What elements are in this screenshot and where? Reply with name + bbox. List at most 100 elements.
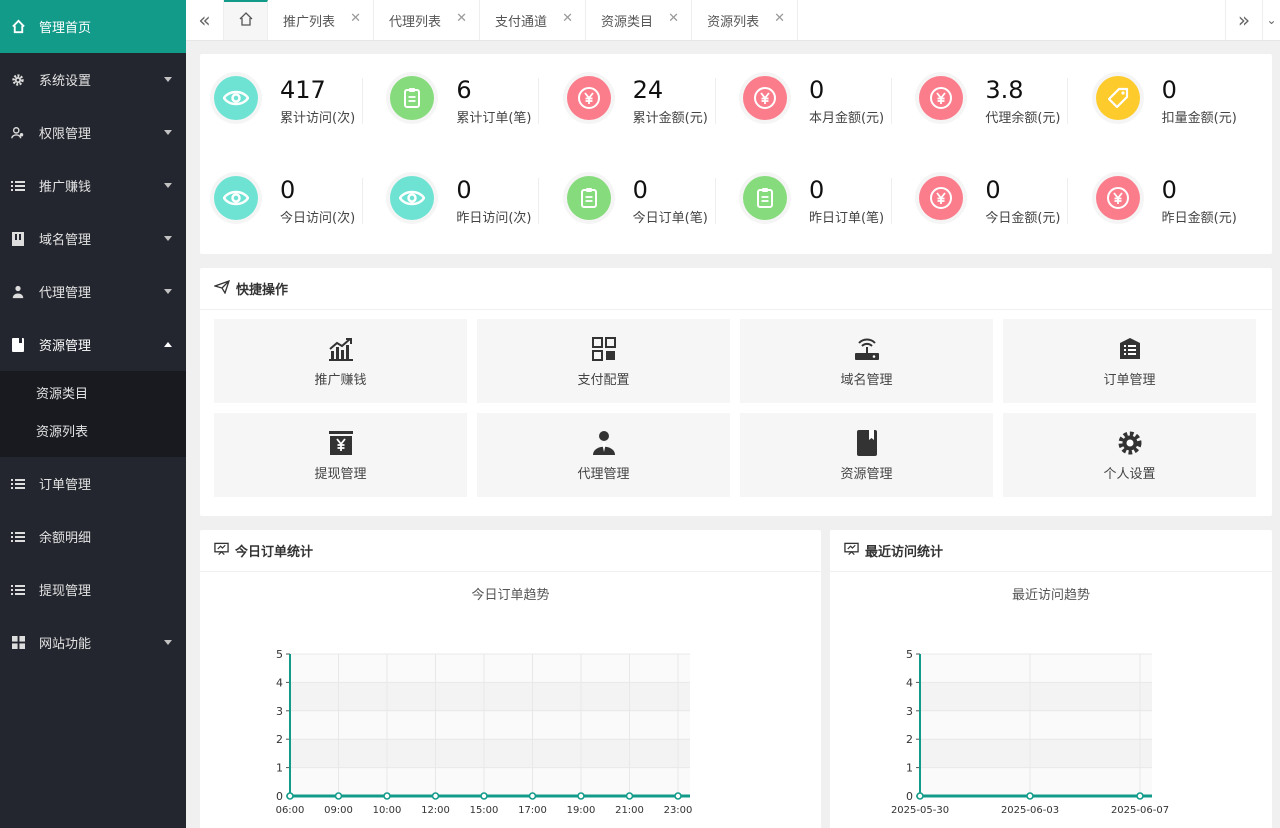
sidebar-item-label: 权限管理	[39, 127, 92, 142]
stat-value: 0	[456, 176, 472, 204]
stat-card: 24 累计金额(元)	[566, 76, 743, 176]
stat-label: 今日访问(次)	[280, 211, 356, 226]
quick-action-button[interactable]: 提现管理	[214, 413, 467, 497]
sidebar-item-resources[interactable]: 资源管理	[0, 318, 186, 371]
person-icon	[592, 429, 616, 457]
quick-action-button[interactable]: 支付配置	[477, 319, 730, 403]
stat-value: 0	[808, 176, 825, 204]
stat-label: 累计订单(笔)	[456, 111, 532, 126]
yen-icon	[919, 176, 964, 220]
home-icon	[238, 11, 254, 31]
stats-row-2: 0 今日访问(次) 0 昨日访问(次) 0 今日订单(笔) 0 昨日订单(笔) 0 今日金额(元)…	[214, 176, 1272, 276]
sidebar-item-agents[interactable]: 代理管理	[0, 265, 186, 318]
stat-text: 0 昨日订单(笔)	[809, 176, 884, 226]
data-point	[1026, 792, 1034, 800]
visits-trend-chart: 0 1 2 3 4 5 2025-05-30 2025-06-03 2025-06-07	[891, 648, 1169, 816]
sidebar-item-orders[interactable]: 订单管理	[0, 457, 186, 510]
sidebar-item-label: 代理管理	[39, 286, 92, 301]
sidebar-item-permissions[interactable]: 权限管理	[0, 106, 186, 159]
stat-text: 417 累计访问(次)	[280, 76, 355, 126]
x-tick-label: 09:00	[324, 805, 353, 816]
agent-icon	[10, 284, 26, 300]
quick-action-label: 域名管理	[840, 372, 893, 388]
tabs-scroll-left-button[interactable]: «	[186, 0, 224, 40]
sidebar-item-withdraw[interactable]: 提现管理	[0, 563, 186, 616]
users-icon	[10, 125, 26, 141]
list-icon	[10, 476, 26, 492]
quick-action-button[interactable]: 推广赚钱	[214, 319, 467, 403]
quick-actions-title: 快捷操作	[236, 283, 289, 298]
stat-text: 0 昨日金额(元)	[1162, 176, 1237, 226]
yen-icon	[566, 76, 611, 120]
x-tick-label: 2025-06-07	[1111, 805, 1169, 816]
grid-band	[290, 767, 690, 796]
stat-label: 扣量金额(元)	[1161, 111, 1237, 126]
sidebar-item-site-functions[interactable]: 网站功能	[0, 616, 186, 669]
stat-card: 0 扣量金额(元)	[1095, 76, 1272, 176]
sidebar-item-domains[interactable]: 域名管理	[0, 212, 186, 265]
x-tick-label: 23:00	[664, 805, 693, 816]
tab-promotion-list[interactable]: 推广列表 ✕	[268, 0, 375, 40]
y-tick-label: 2	[906, 733, 913, 746]
close-icon[interactable]: ✕	[668, 11, 680, 26]
tab-agent-list[interactable]: 代理列表 ✕	[374, 0, 481, 40]
orders-trend-chart: 0 1 2 3 4 5 06:00 09:00 10:00 12:00 15:00 17:00 19:0…	[276, 648, 693, 816]
sidebar-item-balance[interactable]: 余额明细	[0, 510, 186, 563]
chart-up-icon	[328, 335, 354, 363]
stat-value: 6	[456, 76, 472, 104]
close-icon[interactable]: ✕	[562, 11, 574, 26]
quick-actions-header: 快捷操作	[200, 268, 1272, 310]
tag-icon	[1095, 76, 1140, 120]
stat-card: 0 本月金额(元)	[742, 76, 919, 176]
tab-resource-category[interactable]: 资源类目 ✕	[586, 0, 693, 40]
tab-home[interactable]	[224, 0, 268, 40]
sidebar-subnav: 资源类目 资源列表	[0, 371, 186, 457]
y-tick-label: 1	[906, 762, 913, 775]
stat-text: 24 累计金额(元)	[633, 76, 708, 126]
tab-payment-channel[interactable]: 支付通道 ✕	[480, 0, 587, 40]
chevron-down-icon	[164, 236, 172, 241]
yen-icon	[919, 76, 964, 120]
close-icon[interactable]: ✕	[774, 11, 786, 26]
yen-icon	[1095, 176, 1140, 220]
quick-action-button[interactable]: 代理管理	[477, 413, 730, 497]
y-tick-label: 3	[276, 705, 283, 718]
quick-action-label: 个人设置	[1103, 466, 1156, 482]
sidebar-item-home[interactable]: 管理首页	[0, 0, 186, 53]
sidebar-item-system-settings[interactable]: 系统设置	[0, 53, 186, 106]
x-tick-label: 19:00	[567, 805, 596, 816]
tab-resource-list[interactable]: 资源列表 ✕	[692, 0, 799, 40]
list-icon	[10, 178, 26, 194]
sidebar-item-label: 系统设置	[39, 74, 92, 89]
tabs-menu-button[interactable]: ⌄	[1266, 13, 1277, 27]
chart-title: 今日订单趋势	[471, 588, 550, 603]
gear-icon	[1117, 429, 1143, 457]
grid-band	[920, 654, 1152, 683]
tabs-scroll-right-button[interactable]: »	[1225, 0, 1263, 40]
sidebar-item-label: 管理首页	[39, 21, 92, 36]
quick-action-button[interactable]: 个人设置	[1003, 413, 1256, 497]
presentation-icon	[844, 542, 865, 560]
data-point	[674, 792, 682, 800]
close-icon[interactable]: ✕	[350, 11, 362, 26]
stat-text: 6 累计订单(笔)	[456, 76, 531, 126]
clipboard-icon	[566, 176, 611, 220]
quick-action-button[interactable]: 订单管理	[1003, 319, 1256, 403]
home-icon	[10, 19, 26, 35]
eye-icon	[214, 76, 258, 120]
quick-action-button[interactable]: 资源管理	[740, 413, 993, 497]
stat-label: 今日订单(笔)	[632, 211, 708, 226]
sidebar-item-label: 推广赚钱	[39, 180, 92, 195]
close-icon[interactable]: ✕	[456, 11, 468, 26]
quick-action-button[interactable]: 域名管理	[740, 319, 993, 403]
data-point	[528, 792, 537, 800]
sidebar-item-promotion[interactable]: 推广赚钱	[0, 159, 186, 212]
quick-action-label: 推广赚钱	[314, 372, 367, 388]
grid-band	[290, 739, 690, 768]
y-tick-label: 2	[276, 733, 283, 746]
sidebar-subitem-resource-category[interactable]: 资源类目	[36, 387, 89, 402]
grid-band	[920, 682, 1152, 711]
stat-label: 今日金额(元)	[985, 211, 1061, 226]
sidebar-subitem-resource-list[interactable]: 资源列表	[36, 425, 89, 440]
quick-action-label: 代理管理	[577, 466, 630, 482]
